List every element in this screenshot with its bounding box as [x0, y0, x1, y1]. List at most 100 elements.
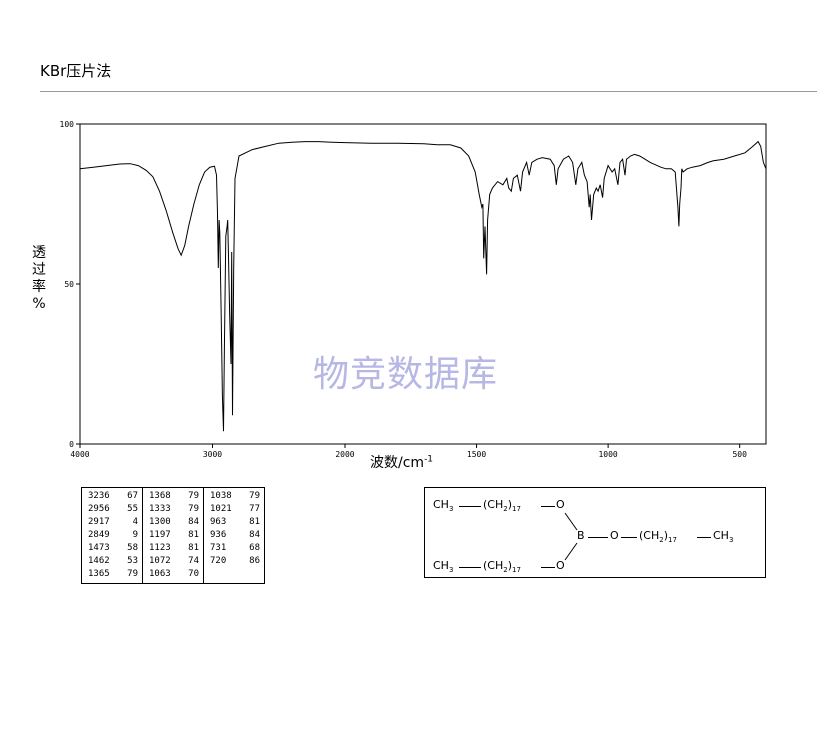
- peak-row: 1021 77: [210, 503, 260, 516]
- peak-transmittance: 53: [127, 556, 138, 566]
- subscript: 3: [728, 536, 734, 545]
- peak-transmittance: 79: [188, 491, 199, 501]
- peak-table-column: 1038 79 1021 77 963 81 936 84 731 68 720 86: [203, 487, 265, 584]
- peak-transmittance: 67: [127, 491, 138, 501]
- x-tick-label: 2000: [335, 450, 354, 459]
- peak-wavenumber: 1368: [149, 491, 171, 501]
- title-divider: [40, 91, 817, 92]
- peak-wavenumber: 1021: [210, 504, 232, 514]
- peak-wavenumber: 1473: [88, 543, 110, 553]
- subscript: 3: [448, 505, 454, 514]
- paren-close: ): [507, 559, 513, 572]
- paren-close: ): [507, 498, 513, 511]
- peak-wavenumber: 720: [210, 556, 227, 566]
- x-tick-label: 500: [732, 450, 747, 459]
- peak-table-column: 3236 67 2956 55 2917 4 2849 9 1473 58 1462 53 1365 79: [82, 488, 143, 584]
- subscript: 2: [503, 566, 508, 575]
- peak-transmittance: 55: [127, 504, 138, 514]
- peak-row: 963 81: [210, 516, 260, 529]
- peak-transmittance: 86: [249, 556, 260, 566]
- peak-row: 1063 70: [149, 568, 199, 581]
- oxygen-atom: O: [556, 559, 565, 572]
- oxygen-atom: O: [556, 498, 565, 511]
- methylene-group: (CH2)17: [483, 498, 521, 513]
- methyl-group: CH: [713, 529, 729, 542]
- peak-transmittance: 79: [188, 504, 199, 514]
- peak-transmittance: 81: [188, 530, 199, 540]
- x-tick-label: 4000: [70, 450, 89, 459]
- peak-wavenumber: 2917: [88, 517, 110, 527]
- x-axis-label: 波数/cm-1: [370, 452, 433, 472]
- peak-transmittance: 70: [188, 569, 199, 579]
- peak-transmittance: 84: [249, 530, 260, 540]
- y-axis: 0 50 100: [60, 120, 80, 449]
- y-axis-label-char: %: [32, 296, 46, 312]
- peak-wavenumber: 936: [210, 530, 227, 540]
- peak-wavenumber: 2956: [88, 504, 110, 514]
- peak-wavenumber: 3236: [88, 491, 110, 501]
- chain-center-terminal: CH3: [713, 529, 733, 544]
- x-tick-label: 1500: [467, 450, 486, 459]
- peak-row: 3236 67: [88, 490, 138, 503]
- peak-transmittance: 9: [132, 530, 138, 540]
- bond: [697, 537, 711, 538]
- peak-wavenumber: 1063: [149, 569, 171, 579]
- peak-wavenumber: 731: [210, 543, 227, 553]
- x-axis: 4000 3000 2000 1500 1000 500: [70, 444, 747, 459]
- peak-transmittance: 84: [188, 517, 199, 527]
- peak-wavenumber: 1123: [149, 543, 171, 553]
- peak-row: 1197 81: [149, 529, 199, 542]
- peak-row: 1473 58: [88, 542, 138, 555]
- peak-wavenumber: 963: [210, 517, 227, 527]
- peak-wavenumber: 1365: [88, 569, 110, 579]
- peak-transmittance: 68: [249, 543, 260, 553]
- bond: [541, 506, 555, 507]
- page-title: KBr压片法: [40, 62, 112, 80]
- x-tick-label: 1000: [598, 450, 617, 459]
- bond: [621, 537, 637, 538]
- peak-row: 936 84: [210, 529, 260, 542]
- peak-row: 2956 55: [88, 503, 138, 516]
- peak-wavenumber: 2849: [88, 530, 110, 540]
- y-tick-label: 50: [64, 280, 74, 289]
- peak-wavenumber: 1300: [149, 517, 171, 527]
- peak-row: 1333 79: [149, 503, 199, 516]
- peak-row: 731 68: [210, 542, 260, 555]
- methylene-group: (CH2)17: [483, 559, 521, 574]
- peak-transmittance: 4: [132, 517, 138, 527]
- peak-transmittance: 81: [188, 543, 199, 553]
- subscript: 3: [448, 566, 454, 575]
- watermark: 物竞数据库: [313, 354, 499, 395]
- methyl-group: CH: [433, 498, 449, 511]
- peak-wavenumber: 1072: [149, 556, 171, 566]
- y-axis-label-char: 透: [32, 245, 46, 261]
- peak-transmittance: 77: [249, 504, 260, 514]
- chain-top: CH3: [433, 498, 453, 513]
- subscript: 2: [503, 505, 508, 514]
- x-axis-label-exponent: -1: [424, 454, 434, 465]
- x-tick-label: 3000: [203, 450, 222, 459]
- peak-table-column: 1368 79 1333 79 1300 84 1197 81 1123 81 1072 74 1063…: [142, 487, 204, 584]
- subscript: 2: [659, 536, 664, 545]
- methylene-group: (CH2)17: [639, 529, 677, 544]
- peak-row: 2849 9: [88, 529, 138, 542]
- repeat-count: 17: [512, 505, 521, 514]
- y-tick-label: 100: [60, 120, 75, 129]
- paren-text: (CH: [483, 498, 504, 511]
- boron-atom: B: [577, 529, 585, 542]
- paren-text: (CH: [483, 559, 504, 572]
- peak-row: 1038 79: [210, 490, 260, 503]
- peak-transmittance: 79: [127, 569, 138, 579]
- bond: [459, 567, 481, 568]
- peak-transmittance: 74: [188, 556, 199, 566]
- peak-row: 1365 79: [88, 568, 138, 581]
- peak-row: 1123 81: [149, 542, 199, 555]
- bond: [459, 506, 481, 507]
- y-axis-label: 透 过 率 %: [24, 245, 54, 313]
- y-axis-label-char: 率: [32, 279, 46, 295]
- peak-table: 3236 67 2956 55 2917 4 2849 9 1473 58 1462 53 1365 79…: [81, 487, 265, 584]
- peak-transmittance: 79: [249, 491, 260, 501]
- paren-close: ): [663, 529, 669, 542]
- repeat-count: 17: [512, 566, 521, 575]
- bond: [588, 537, 608, 538]
